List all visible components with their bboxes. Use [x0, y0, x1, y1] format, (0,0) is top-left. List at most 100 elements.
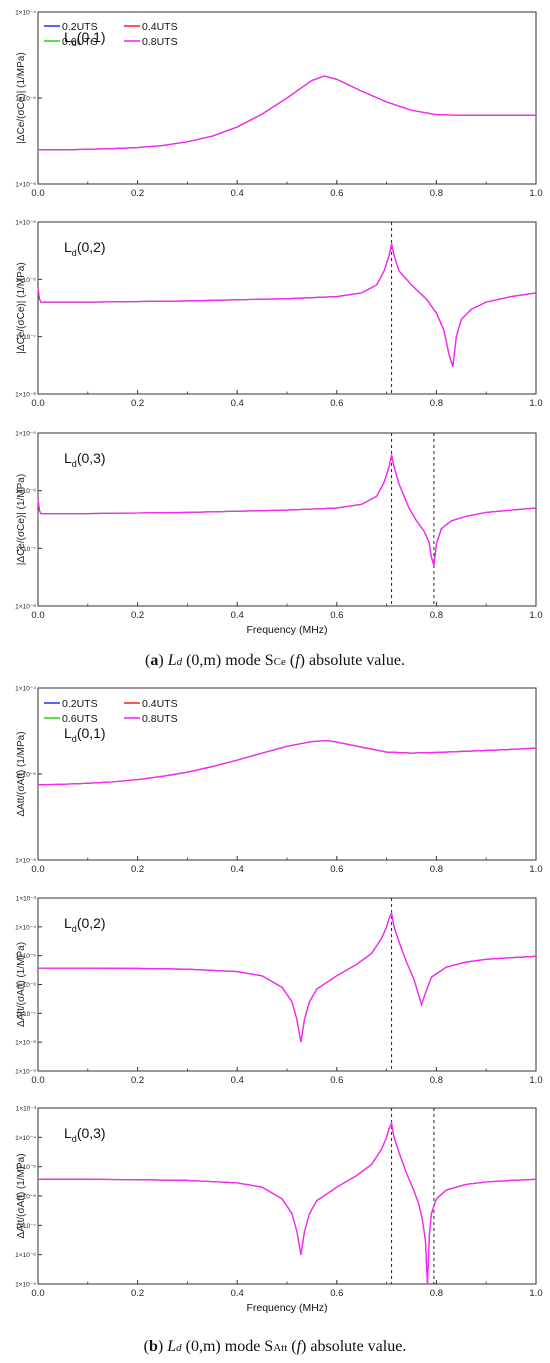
y-tick-label: 1×10⁻⁵ [15, 953, 36, 960]
series-line-0-4UTS [38, 75, 536, 151]
y-tick-label: 1×10⁻⁷ [16, 1011, 37, 1018]
x-tick-label: 0.8 [430, 398, 443, 409]
x-tick-label: 1.0 [529, 1075, 542, 1086]
x-axis-label: Frequency (MHz) [246, 1302, 327, 1314]
legend-label: 0.2UTS [62, 21, 98, 33]
caption-b-ld: L [167, 1338, 177, 1355]
x-tick-label: 0.4 [231, 610, 244, 621]
series-line-0-8UTS [38, 911, 537, 1043]
legend-label: 0.8UTS [142, 713, 178, 725]
x-tick-label: 0.4 [231, 1075, 244, 1086]
plot-frame [37, 1107, 537, 1285]
mode-label-rest: (0,2) [77, 915, 106, 931]
y-tick-label: 1×10⁻⁵ [15, 431, 36, 438]
y-tick-label: 1×10⁻⁵ [15, 1164, 36, 1171]
x-tick-label: 0.0 [31, 610, 44, 621]
x-tick-label: 0.2 [131, 610, 144, 621]
legend: 0.2UTS 0.4UTS 0.6UTS 0.8UTS [44, 698, 178, 725]
caption-a: (a) Ld (0,m) mode SCe (f) absolute value… [145, 652, 405, 669]
plot-frame [37, 221, 537, 395]
series-line-0-8UTS [38, 1121, 537, 1285]
y-tick-label: 1×10⁻⁶ [15, 982, 36, 989]
y-tick-label: 1×10⁻⁶ [15, 277, 36, 284]
y-tick-label: 1×10⁻⁹ [15, 1282, 36, 1289]
caption-a-ssub: Ce [273, 656, 286, 668]
y-tick-label: 1×10⁻⁶ [15, 488, 36, 495]
x-tick-label: 0.8 [430, 864, 443, 875]
y-tick-label: 1×10⁻⁸ [15, 1252, 36, 1259]
mode-label-main: L [64, 915, 72, 931]
y-tick-label: 1×10⁻⁴ [15, 10, 36, 17]
mode-label-rest: (0,2) [77, 239, 106, 255]
caption-b-f: f [296, 1338, 302, 1355]
x-tick-label: 0.2 [131, 188, 144, 199]
series-line-0-4UTS [38, 911, 537, 1043]
x-tick-label: 1.0 [529, 610, 542, 621]
plot-frame [37, 432, 537, 607]
caption-b-after: ( [287, 1338, 297, 1355]
mode-label-main: L [64, 1125, 72, 1141]
plot-frame [37, 687, 537, 861]
x-axis-label: Frequency (MHz) [246, 624, 327, 636]
mode-label-main: L [64, 725, 72, 741]
mode-label-rest: (0,3) [77, 1125, 106, 1141]
y-axis-label: |ΔCe/(σCe)| (1/MPa) [16, 474, 27, 565]
x-tick-label: 0.2 [131, 398, 144, 409]
x-tick-label: 0.6 [330, 1288, 343, 1299]
y-tick-label: 1×10⁻⁶ [15, 182, 36, 189]
caption-a-f: f [295, 652, 300, 669]
x-tick-label: 0.0 [31, 1288, 44, 1299]
y-tick-label: 1×10⁻⁷ [16, 546, 37, 553]
series-line-0-2UTS [38, 1121, 537, 1285]
x-tick-label: 0.8 [430, 1075, 443, 1086]
legend-label: 0.6UTS [62, 36, 98, 48]
mode-label: Ld(0,1) [64, 29, 106, 48]
y-axis-label: ΔAtt/(σAtt) (1/MPa) [16, 731, 27, 816]
caption-b-ld-sub: d [176, 1342, 182, 1354]
mode-label: Ld(0,3) [64, 450, 106, 469]
mode-label-main: L [64, 29, 72, 45]
x-tick-label: 1.0 [529, 864, 542, 875]
x-tick-label: 0.0 [31, 1075, 44, 1086]
series-line-0-2UTS [37, 243, 537, 367]
y-tick-label: 1×10⁻⁵ [15, 220, 36, 227]
x-tick-label: 0.0 [31, 398, 44, 409]
y-tick-label: 1×10⁻⁶ [15, 1194, 36, 1201]
legend-label: 0.4UTS [142, 21, 178, 33]
x-tick-label: 0.4 [231, 398, 244, 409]
y-tick-label: 1×10⁻³ [16, 896, 37, 903]
y-tick-label: 1×10⁻⁶ [15, 858, 36, 865]
series-line-0-4UTS [38, 1121, 537, 1285]
legend-label: 0.2UTS [62, 698, 98, 710]
x-tick-label: 0.0 [31, 188, 44, 199]
series-line-0-8UTS [37, 454, 537, 566]
mode-label-rest: (0,3) [77, 450, 106, 466]
chart-a2: 0.0 0.2 0.4 0.6 0.8 1.0 1×10⁻⁸ 1×10⁻⁷ 1×10⁻⁶ 1×10… [15, 220, 542, 410]
chart-a1: 0.0 0.2 0.4 0.6 0.8 1.0 1×10⁻⁶ 1×10⁻⁵ 1×10⁻⁴ |ΔCe… [15, 10, 542, 200]
y-tick-label: 1×10⁻⁵ [15, 96, 36, 103]
x-tick-label: 1.0 [529, 188, 542, 199]
series-line-0-6UTS [38, 75, 536, 151]
x-tick-label: 0.6 [330, 864, 343, 875]
y-tick-label: 1×10⁻⁸ [15, 604, 36, 611]
caption-a-after: ( [285, 652, 296, 669]
mode-label-main: L [64, 239, 72, 255]
y-tick-label: 1×10⁻⁸ [15, 392, 36, 399]
y-tick-label: 1×10⁻⁹ [15, 1069, 36, 1076]
x-tick-label: 0.6 [330, 1075, 343, 1086]
y-axis-label: |ΔCe/(σCe)| (1/MPa) [16, 52, 27, 143]
legend: 0.2UTS 0.4UTS 0.6UTS 0.8UTS [44, 21, 178, 48]
x-tick-label: 1.0 [529, 398, 542, 409]
chart-b2: 0.0 0.2 0.4 0.6 0.8 1.0 1×10⁻⁹ 1×10⁻⁸ 1×10⁻⁷ 1×10… [15, 896, 542, 1087]
x-tick-label: 0.8 [430, 1288, 443, 1299]
mode-label: Ld(0,1) [64, 725, 106, 744]
x-tick-label: 1.0 [529, 1288, 542, 1299]
series-line-0-6UTS [38, 1121, 537, 1285]
mode-label-sub: d [72, 459, 77, 469]
caption-b: (b) Ld (0,m) mode SAtt (f) absolute valu… [143, 1338, 407, 1355]
x-tick-label: 0.4 [231, 864, 244, 875]
caption-b-ssub: Att [273, 1342, 288, 1354]
series-line-0-8UTS [37, 739, 537, 786]
series-line-0-2UTS [37, 739, 537, 786]
